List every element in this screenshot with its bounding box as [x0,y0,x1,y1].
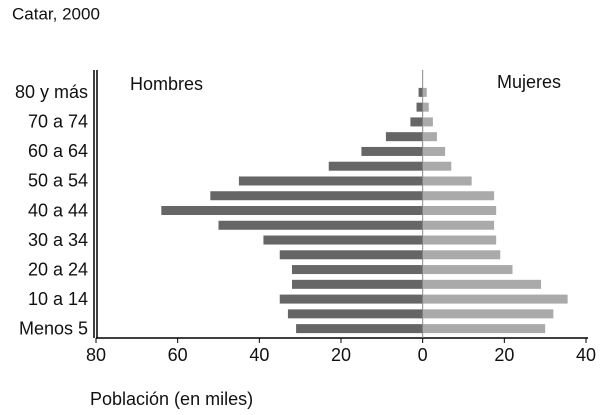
y-tick-label: 60 a 64 [28,141,88,161]
bar [422,294,568,304]
x-tick-label: 20 [331,345,351,365]
bar [416,102,423,112]
bar [279,250,423,260]
bar [296,324,423,334]
y-tick-label: 50 a 54 [28,171,88,191]
bar [422,87,427,97]
x-tick-label: 40 [576,345,596,365]
bar [422,132,437,142]
bar [422,265,513,275]
bar [287,309,423,319]
x-tick-label: 60 [168,345,188,365]
bar [418,87,423,97]
bar [292,265,423,275]
series-label: Mujeres [497,72,561,92]
x-tick-label: 0 [418,345,428,365]
bar [263,235,423,245]
y-tick-label: 30 a 34 [28,230,88,250]
bar [422,161,452,171]
y-tick-label: 10 a 14 [28,289,88,309]
bar [361,146,423,156]
bar [410,117,423,127]
y-tick-label: 20 a 24 [28,259,88,279]
bar [422,309,554,319]
y-tick-label: 80 y más [15,82,88,102]
bar [422,176,472,186]
x-tick-label: 40 [249,345,269,365]
bar [422,250,501,260]
bar [422,206,497,215]
bar [238,176,423,186]
y-tick-label: 70 a 74 [28,112,88,132]
bar [279,294,423,304]
y-tick-label: Menos 5 [19,318,88,338]
bar [210,191,423,201]
bar [218,220,423,230]
bar [422,117,433,127]
bar [422,279,542,289]
x-axis-title: Población (en miles) [90,389,253,409]
series-label: Hombres [130,74,203,94]
x-tick-label: 20 [494,345,514,365]
bar [422,235,497,245]
bar [161,206,423,215]
bar [422,324,546,334]
bar [422,220,495,230]
bar [422,191,495,201]
y-tick-label: 40 a 44 [28,200,88,220]
bar [328,161,423,171]
chart-title: Catar, 2000 [12,4,100,23]
bar [422,146,446,156]
bar [422,102,429,112]
bar [385,132,423,142]
bar [292,279,423,289]
x-tick-label: 80 [86,345,106,365]
